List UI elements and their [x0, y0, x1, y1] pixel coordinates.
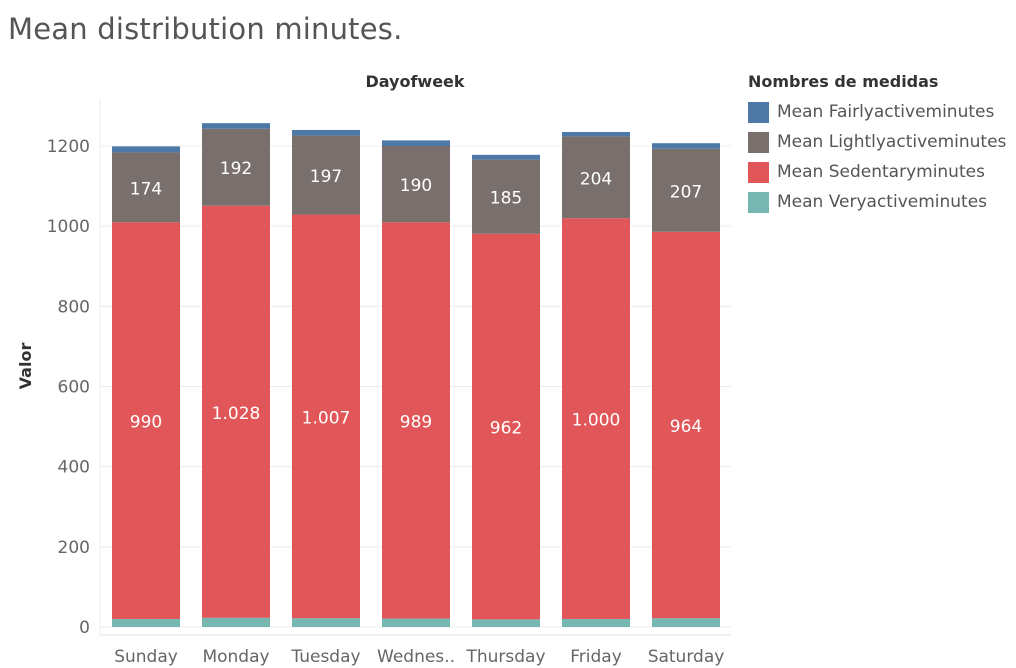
legend-swatch-very [748, 191, 769, 213]
bar-segment [112, 152, 180, 223]
legend-label-sedentary: Mean Sedentaryminutes [777, 162, 985, 182]
data-label: 190 [400, 176, 432, 196]
legend-label-fairly: Mean Fairlyactiveminutes [777, 102, 995, 122]
data-label: 174 [130, 179, 162, 199]
bar-segment [562, 218, 630, 619]
legend-title: Nombres de medidas [748, 72, 939, 91]
data-label: 962 [490, 419, 522, 439]
y-tick-label: 0 [79, 618, 90, 638]
legend-swatch-fairly [748, 101, 769, 123]
legend-item-fairly[interactable]: Mean Fairlyactiveminutes [748, 97, 1006, 127]
bar-segment [652, 618, 720, 627]
bar-segment [472, 233, 540, 620]
data-label: 192 [220, 159, 252, 179]
y-tick-label: 200 [58, 538, 90, 558]
data-label: 964 [670, 417, 702, 437]
data-label: 990 [130, 413, 162, 433]
legend-item-lightly[interactable]: Mean Lightlyactiveminutes [748, 127, 1006, 157]
bar-segment [382, 146, 450, 223]
legend: Nombres de medidas Mean Fairlyactiveminu… [748, 72, 1006, 217]
legend-label-lightly: Mean Lightlyactiveminutes [777, 132, 1007, 152]
y-tick-label: 800 [58, 297, 90, 317]
x-tick-label: Saturday [648, 647, 725, 667]
bar-segment [562, 131, 630, 137]
bar-segment [292, 129, 360, 136]
y-tick-label: 400 [58, 458, 90, 478]
legend-swatch-sedentary [748, 161, 769, 183]
bar-segment [292, 618, 360, 627]
bar-segment [382, 140, 450, 146]
data-label: 197 [310, 167, 342, 187]
bar-segment [292, 135, 360, 215]
legend-label-very: Mean Veryactiveminutes [777, 192, 988, 212]
x-tick-label: Monday [202, 647, 269, 667]
y-tick-label: 1200 [47, 137, 90, 157]
bar-segment [112, 222, 180, 619]
bar-segment [652, 148, 720, 232]
y-axis-title: Valor [16, 343, 35, 390]
data-label: 185 [490, 189, 522, 209]
bar-segment [112, 146, 180, 153]
legend-item-sedentary[interactable]: Mean Sedentaryminutes [748, 157, 1006, 187]
y-tick-label: 1000 [47, 217, 90, 237]
legend-swatch-lightly [748, 131, 769, 153]
x-tick-label: Thursday [465, 647, 545, 667]
data-label: 1.007 [302, 408, 351, 428]
bar-segment [472, 619, 540, 627]
y-tick-label: 600 [58, 378, 90, 398]
bar-segment [472, 159, 540, 234]
data-label: 204 [580, 169, 612, 189]
bar-segment [562, 618, 630, 627]
x-tick-label: Friday [570, 647, 622, 667]
column-header: Dayofweek [365, 72, 464, 91]
bar-segment [562, 136, 630, 219]
bar-segment [202, 128, 270, 206]
bar-segment [112, 618, 180, 627]
data-label: 207 [670, 182, 702, 202]
legend-item-very[interactable]: Mean Veryactiveminutes [748, 187, 1006, 217]
x-tick-label: Tuesday [290, 647, 360, 667]
bar-segment [652, 231, 720, 619]
bar-segment [382, 222, 450, 619]
x-tick-label: Wednes.. [377, 647, 455, 667]
bar-segment [472, 154, 540, 160]
bar-segment [202, 205, 270, 618]
bar-segment [202, 617, 270, 627]
bar-segment [292, 214, 360, 619]
bar-segment [202, 123, 270, 129]
data-label: 1.028 [212, 404, 261, 424]
bar-segment [382, 618, 450, 627]
bar-segment [652, 143, 720, 149]
x-tick-label: Sunday [114, 647, 178, 667]
data-label: 1.000 [572, 411, 621, 431]
data-label: 989 [400, 412, 432, 432]
page-title: Mean distribution minutes. [8, 12, 403, 46]
